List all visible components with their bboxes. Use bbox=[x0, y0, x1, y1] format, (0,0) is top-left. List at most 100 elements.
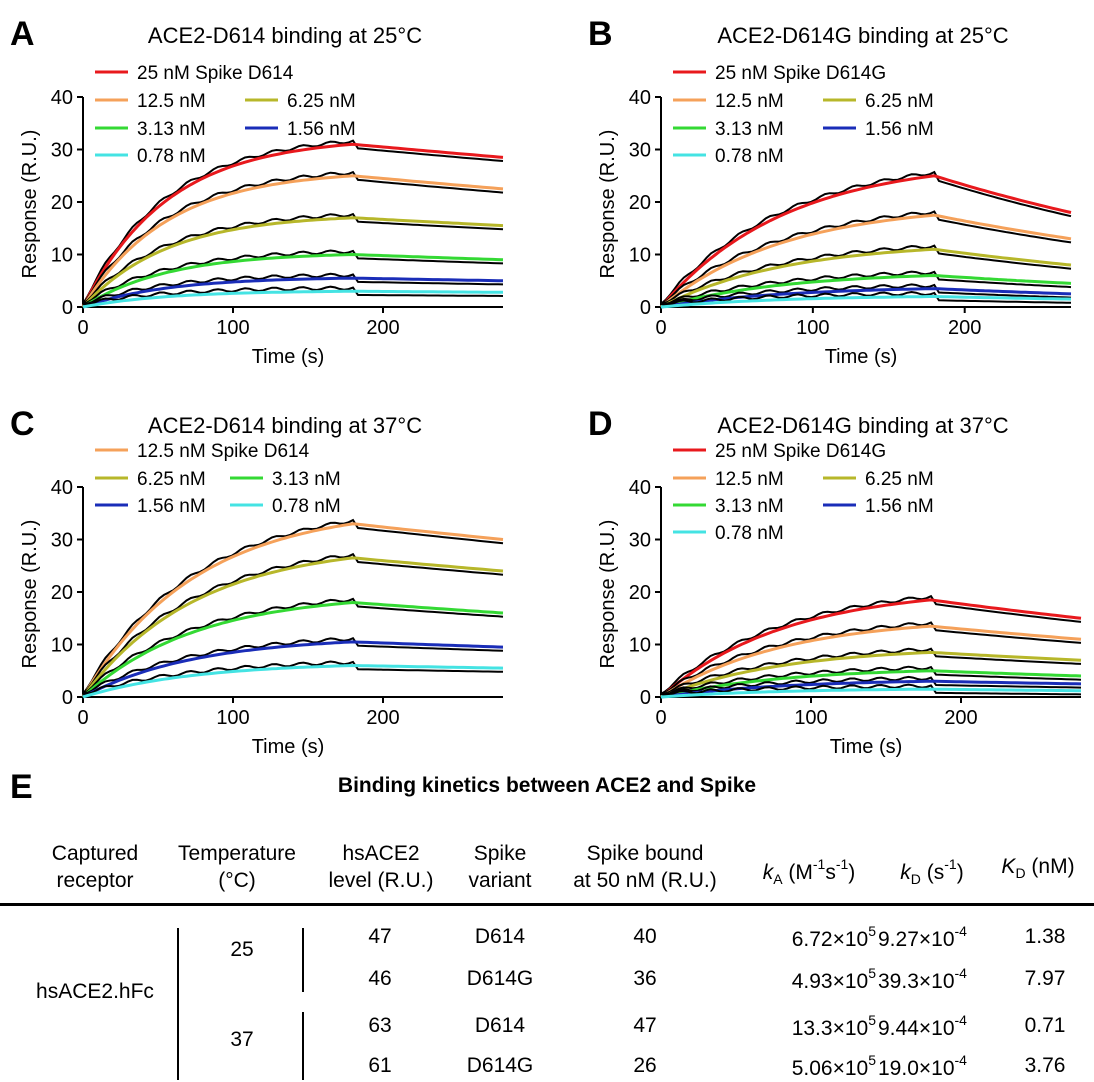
raw-sensorgram-line bbox=[660, 594, 1082, 695]
panel-letter: B bbox=[588, 15, 613, 53]
y-axis-label: Response (R.U.) bbox=[597, 520, 619, 669]
panel-title: ACE2-D614 binding at 25°C bbox=[148, 23, 422, 48]
kd-cell: 9.27×10-4 bbox=[878, 923, 967, 951]
kd-cell: 19.0×10-4 bbox=[878, 1052, 967, 1080]
legend-label: 6.25 nM bbox=[137, 469, 206, 490]
x-tick-label: 100 bbox=[216, 707, 249, 729]
fit-line bbox=[660, 273, 1072, 309]
variant-cell: D614G bbox=[466, 967, 534, 990]
panel-letter: D bbox=[588, 405, 613, 443]
legend-label: 1.56 nM bbox=[865, 496, 934, 517]
raw-sensorgram-line bbox=[660, 283, 1072, 306]
fit-line bbox=[81, 142, 504, 308]
KD-cell: 7.97 bbox=[1024, 967, 1066, 990]
bound-cell: 36 bbox=[633, 967, 657, 990]
x-tick-label: 100 bbox=[794, 707, 827, 729]
x-tick-label: 0 bbox=[77, 707, 88, 729]
panel-letter: A bbox=[10, 15, 35, 53]
raw-sensorgram-line bbox=[660, 210, 1072, 305]
fit-line bbox=[660, 669, 1082, 699]
legend-label: 1.56 nM bbox=[137, 496, 206, 517]
fit-line bbox=[82, 640, 504, 699]
level-cell: 46 bbox=[368, 967, 392, 990]
legend-label: 12.5 nM bbox=[715, 469, 784, 490]
fit-line bbox=[82, 252, 504, 309]
x-axis-label: Time (s) bbox=[825, 346, 898, 368]
y-tick-label: 10 bbox=[629, 245, 651, 267]
y-tick-label: 40 bbox=[629, 87, 651, 109]
raw-sensorgram-line bbox=[660, 170, 1072, 305]
raw-sensorgram-line bbox=[660, 244, 1072, 305]
level-cell: 61 bbox=[368, 1054, 392, 1077]
KD-cell: 1.38 bbox=[1024, 925, 1066, 948]
raw-sensorgram-line bbox=[660, 683, 1082, 696]
header-rule bbox=[0, 903, 1094, 906]
ka-cell: 4.93×105 bbox=[791, 965, 876, 993]
fit-line bbox=[660, 687, 1081, 699]
header-spike-bound: Spike bound at 50 nM (R.U.) bbox=[573, 842, 717, 892]
raw-sensorgram-line bbox=[660, 621, 1082, 695]
y-tick-label: 40 bbox=[51, 477, 73, 499]
table-title: Binding kinetics between ACE2 and Spike bbox=[337, 774, 757, 797]
legend-label: 3.13 nM bbox=[137, 119, 206, 140]
y-tick-label: 10 bbox=[51, 245, 73, 267]
fit-line bbox=[660, 598, 1082, 699]
raw-sensorgram-line bbox=[660, 290, 1072, 306]
bound-cell: 40 bbox=[633, 925, 657, 948]
legend-label: 0.78 nM bbox=[272, 496, 341, 517]
panel-title: ACE2-D614G binding at 25°C bbox=[717, 23, 1008, 48]
kinetics-table: E Binding kinetics between ACE2 and Spik… bbox=[0, 760, 1094, 1082]
legend-label: 25 nM Spike D614G bbox=[715, 63, 886, 84]
fit-line bbox=[660, 287, 1072, 309]
x-tick-label: 0 bbox=[655, 317, 666, 339]
raw-sensorgram-line bbox=[660, 665, 1082, 696]
header-KD: KD (nM) bbox=[1001, 855, 1075, 882]
x-tick-label: 200 bbox=[366, 707, 399, 729]
y-tick-label: 0 bbox=[62, 687, 73, 709]
level-cell: 47 bbox=[368, 925, 392, 948]
raw-sensorgram-line bbox=[82, 552, 504, 695]
legend-label: 6.25 nM bbox=[287, 91, 356, 112]
raw-sensorgram-line bbox=[82, 170, 504, 305]
y-tick-label: 40 bbox=[51, 87, 73, 109]
legend-label: 25 nM Spike D614G bbox=[715, 441, 886, 462]
temperature-cell-37: 37 bbox=[230, 1028, 254, 1051]
ka-cell: 13.3×105 bbox=[791, 1012, 876, 1040]
raw-sensorgram-line bbox=[82, 285, 504, 306]
raw-sensorgram-line bbox=[82, 518, 504, 695]
legend-label: 25 nM Spike D614 bbox=[137, 63, 294, 84]
temp-37-group-line bbox=[302, 1012, 304, 1080]
legend-label: 12.5 nM Spike D614 bbox=[137, 441, 310, 462]
y-tick-label: 10 bbox=[629, 635, 651, 657]
y-tick-label: 20 bbox=[51, 582, 73, 604]
legend-label: 3.13 nM bbox=[715, 496, 784, 517]
ka-cell: 6.72×105 bbox=[791, 923, 876, 951]
fit-line bbox=[660, 679, 1082, 699]
panel-letter-e: E bbox=[10, 768, 33, 806]
fit-line bbox=[660, 624, 1082, 699]
raw-sensorgram-line bbox=[82, 272, 504, 305]
y-tick-label: 20 bbox=[629, 582, 651, 604]
kd-cell: 39.3×10-4 bbox=[878, 965, 967, 993]
variant-cell: D614G bbox=[466, 1054, 534, 1077]
x-tick-label: 0 bbox=[655, 707, 666, 729]
raw-sensorgram-line bbox=[82, 249, 504, 305]
raw-sensorgram-line bbox=[660, 647, 1082, 695]
legend-label: 12.5 nM bbox=[715, 91, 784, 112]
y-tick-label: 0 bbox=[62, 297, 73, 319]
x-tick-label: 100 bbox=[216, 317, 249, 339]
y-tick-label: 40 bbox=[629, 477, 651, 499]
fit-line bbox=[660, 213, 1072, 309]
y-tick-label: 20 bbox=[51, 192, 73, 214]
fit-line bbox=[81, 556, 504, 698]
fit-line bbox=[81, 600, 504, 699]
y-tick-label: 30 bbox=[629, 530, 651, 552]
panel-letter: C bbox=[10, 405, 35, 443]
x-axis-label: Time (s) bbox=[252, 346, 325, 368]
y-axis-label: Response (R.U.) bbox=[19, 520, 41, 669]
x-tick-label: 200 bbox=[944, 707, 977, 729]
y-tick-label: 20 bbox=[629, 192, 651, 214]
level-cell: 63 bbox=[368, 1014, 392, 1037]
variant-cell: D614 bbox=[474, 1014, 526, 1037]
